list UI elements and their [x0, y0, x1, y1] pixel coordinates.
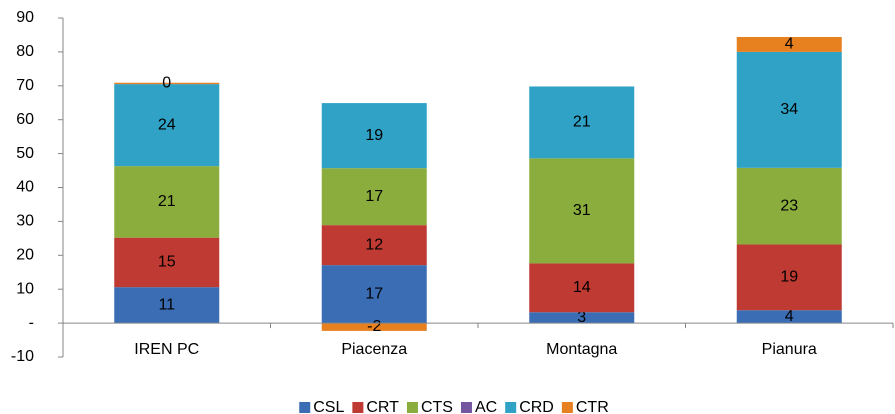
- bar-segment: [736, 310, 842, 324]
- data-label: 11: [158, 296, 175, 313]
- data-label: 21: [158, 193, 176, 210]
- x-tick-label: Montagna: [546, 341, 617, 358]
- legend-label: CRD: [519, 399, 554, 414]
- data-label: 21: [573, 114, 591, 131]
- legend: CSL CRT CTS AC CRD CTR: [299, 399, 609, 414]
- data-label: 14: [573, 279, 591, 296]
- bar-segment: [321, 265, 427, 324]
- legend-label: AC: [475, 399, 497, 414]
- data-label: 17: [365, 188, 383, 205]
- x-tick-label: Pianura: [762, 341, 817, 358]
- data-label: 19: [780, 269, 798, 286]
- bar-segment: [529, 86, 635, 159]
- data-label: 19: [365, 127, 383, 144]
- y-tick-label: -: [29, 314, 34, 331]
- y-tick-label: 60: [16, 111, 34, 128]
- legend-label: CTR: [576, 399, 609, 414]
- bar-segment: [321, 103, 427, 169]
- x-tick-label: Piacenza: [341, 341, 407, 358]
- y-tick-label: 10: [16, 280, 34, 297]
- data-label: -2: [367, 318, 381, 335]
- bar-segment: [529, 312, 635, 324]
- bar-segment: [321, 323, 427, 331]
- bar-segment: [114, 166, 220, 238]
- legend-swatch: [406, 402, 418, 413]
- y-tick-label: -10: [11, 348, 34, 365]
- bar-segment: [736, 51, 842, 168]
- legend-label: CSL: [313, 399, 344, 414]
- legend-swatch: [561, 402, 573, 413]
- y-tick-label: 90: [16, 9, 34, 26]
- bar-segment: [114, 287, 220, 324]
- legend-swatch: [299, 402, 311, 413]
- bar-segment: [736, 244, 842, 311]
- bar-segment: [114, 84, 220, 167]
- data-label: 4: [785, 308, 794, 325]
- x-tick-label: IREN PC: [134, 341, 199, 358]
- y-tick-label: 30: [16, 213, 34, 230]
- legend-swatch: [460, 402, 472, 413]
- data-label: 24: [158, 116, 176, 133]
- data-label: 31: [573, 202, 591, 219]
- data-label: 12: [365, 236, 383, 253]
- y-tick-label: 80: [16, 43, 34, 60]
- bar-segment: [736, 167, 842, 245]
- data-label: 4: [785, 36, 794, 53]
- y-tick-label: 40: [16, 179, 34, 196]
- data-label: 15: [158, 254, 176, 271]
- data-label: 3: [577, 309, 586, 326]
- y-tick-label: 20: [16, 247, 34, 264]
- y-tick-label: 70: [16, 77, 34, 94]
- data-label: 0: [162, 75, 171, 92]
- bar-segment: [321, 168, 427, 226]
- data-label: 23: [780, 197, 798, 214]
- bar-segment: [736, 36, 842, 52]
- data-label: 17: [365, 285, 383, 302]
- bar-segment: [529, 263, 635, 313]
- bar-segment: [529, 158, 635, 264]
- bar-segment: [114, 237, 220, 288]
- legend-label: CRT: [366, 399, 399, 414]
- legend-label: CTS: [421, 399, 453, 414]
- legend-swatch: [352, 402, 364, 413]
- data-label: 34: [780, 101, 798, 118]
- legend-swatch: [505, 402, 517, 413]
- bar-segment: [321, 225, 427, 266]
- y-tick-label: 50: [16, 145, 34, 162]
- bar-segment: [114, 82, 220, 85]
